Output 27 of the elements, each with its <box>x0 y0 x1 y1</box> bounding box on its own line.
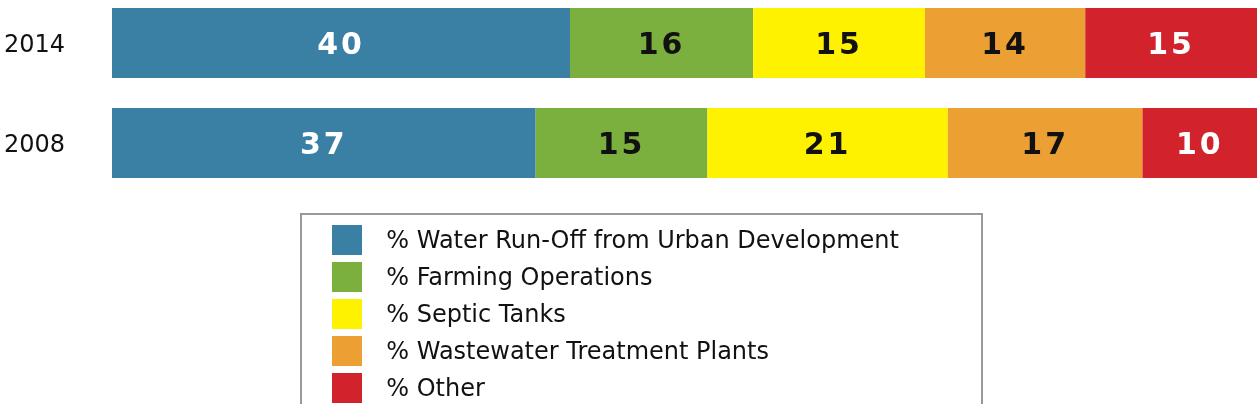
bar <box>112 108 536 178</box>
legend-label: % Other <box>386 373 485 402</box>
bar <box>535 108 708 178</box>
data-label: 16 <box>637 25 686 61</box>
data-label: 15 <box>597 125 646 161</box>
data-label: 10 <box>1175 125 1224 161</box>
data-label: 15 <box>1147 25 1195 61</box>
bar <box>112 8 570 78</box>
data-label: 21 <box>803 125 852 161</box>
legend-label: % Wastewater Treatment Plants <box>386 336 769 365</box>
y-tick-label: 2014 <box>4 29 66 58</box>
bar <box>570 8 754 78</box>
bar <box>924 8 1086 78</box>
bar <box>707 108 948 178</box>
bar <box>1085 8 1257 78</box>
bar <box>1142 108 1257 178</box>
legend-label: % Septic Tanks <box>386 299 566 328</box>
bar <box>947 108 1143 178</box>
data-label: 17 <box>1021 125 1070 161</box>
data-label: 37 <box>299 125 348 161</box>
data-label: 14 <box>981 25 1029 61</box>
bar <box>753 8 925 78</box>
data-label: 15 <box>815 25 863 61</box>
legend-label: % Water Run-Off from Urban Development <box>386 225 899 254</box>
y-tick-label: 2008 <box>4 129 66 158</box>
legend-label: % Farming Operations <box>386 262 653 291</box>
data-label: 40 <box>317 25 365 61</box>
